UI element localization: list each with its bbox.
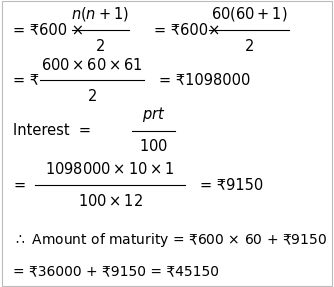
Text: $100\times12$: $100\times12$ bbox=[78, 193, 143, 209]
Text: $100$: $100$ bbox=[139, 138, 168, 154]
Text: $prt$: $prt$ bbox=[142, 105, 165, 124]
Text: = ₹600 ×: = ₹600 × bbox=[13, 23, 85, 38]
Text: = ₹1098000: = ₹1098000 bbox=[159, 73, 250, 88]
Text: $n(n+1)$: $n(n+1)$ bbox=[71, 5, 129, 23]
Text: $2$: $2$ bbox=[87, 88, 97, 104]
Text: $600\times60\times61$: $600\times60\times61$ bbox=[41, 57, 143, 73]
Text: $\therefore$ Amount of maturity = ₹600 × 60 + ₹9150: $\therefore$ Amount of maturity = ₹600 ×… bbox=[13, 231, 328, 249]
Text: =: = bbox=[13, 178, 25, 193]
Text: $60(60+1)$: $60(60+1)$ bbox=[210, 5, 287, 23]
Text: $2$: $2$ bbox=[95, 38, 105, 54]
Text: = ₹: = ₹ bbox=[13, 73, 39, 88]
Text: $1098000\times10\times1$: $1098000\times10\times1$ bbox=[45, 161, 175, 177]
Text: Interest  =: Interest = bbox=[13, 123, 92, 138]
Text: = ₹9150: = ₹9150 bbox=[200, 178, 264, 193]
Text: = ₹600×: = ₹600× bbox=[154, 23, 220, 38]
Text: = ₹36000 + ₹9150 = ₹45150: = ₹36000 + ₹9150 = ₹45150 bbox=[13, 264, 219, 278]
Text: $2$: $2$ bbox=[244, 38, 254, 54]
